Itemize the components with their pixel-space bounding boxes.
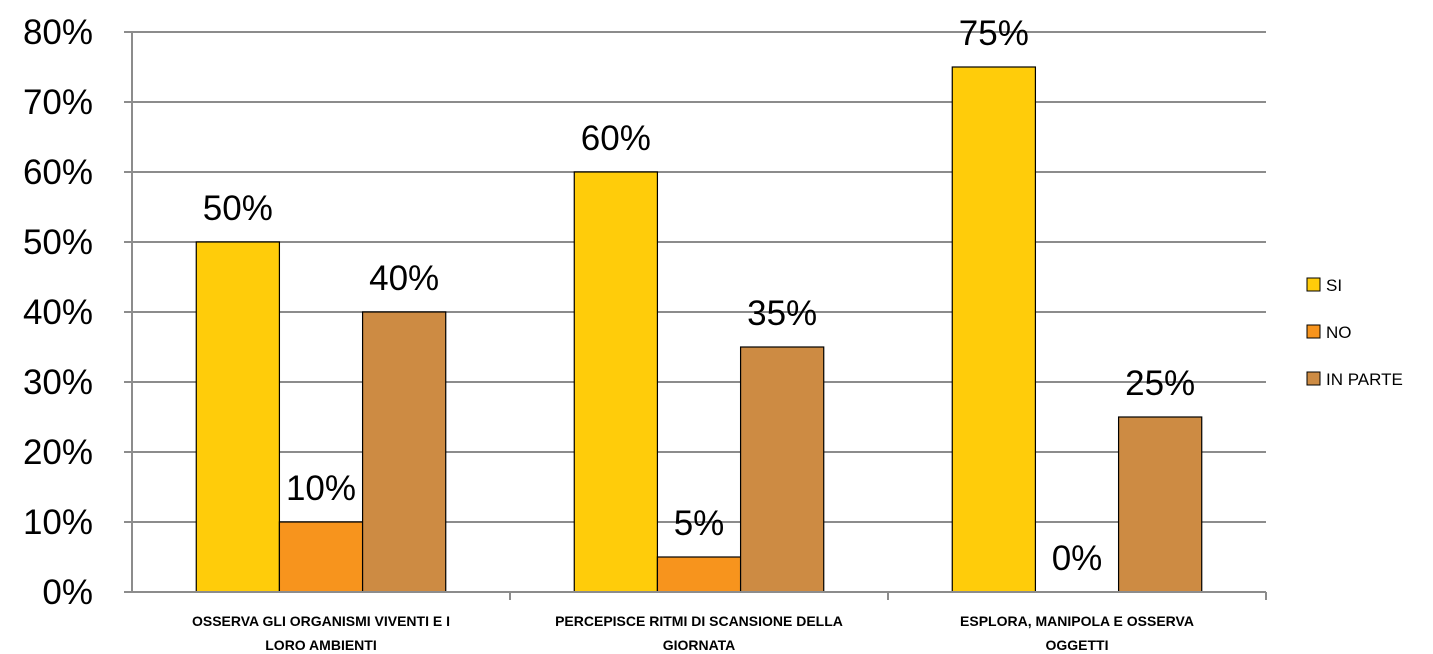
- data-label: 10%: [286, 469, 356, 508]
- data-label: 35%: [747, 294, 817, 333]
- y-tick-label: 30%: [23, 363, 93, 402]
- legend-label: SI: [1326, 276, 1342, 295]
- bar: [1117, 416, 1203, 593]
- legend-swatch: [1306, 371, 1321, 386]
- data-label: 75%: [959, 14, 1029, 53]
- bars: [195, 66, 1203, 593]
- y-tick-label: 60%: [23, 153, 93, 192]
- category-label-line: PERCEPISCE RITMI DI SCANSIONE DELLA: [555, 613, 843, 629]
- category-label: ESPLORA, MANIPOLA E OSSERVA OGGETTI: [960, 613, 1194, 653]
- category-label-line: ESPLORA, MANIPOLA E OSSERVA: [960, 613, 1194, 629]
- bar: [195, 241, 281, 593]
- bar: [656, 556, 742, 593]
- bar: [361, 311, 447, 593]
- category-label: PERCEPISCE RITMI DI SCANSIONE DELLA GIORN…: [555, 613, 843, 653]
- x-axis-category-labels: OSSERVA GLI ORGANISMI VIVENTI E I LORO AM…: [192, 613, 1194, 653]
- y-tick-label: 80%: [23, 13, 93, 52]
- data-label: 0%: [1052, 539, 1103, 578]
- y-axis-tick-labels: 0% 10% 20% 30% 40% 50% 60% 70% 80%: [23, 13, 93, 612]
- category-label-line: OGGETTI: [1046, 637, 1109, 653]
- bar: [278, 521, 364, 593]
- legend-label: NO: [1326, 323, 1352, 342]
- data-label: 50%: [203, 189, 273, 228]
- legend: SI NO IN PARTE: [1306, 276, 1403, 389]
- category-label-line: OSSERVA GLI ORGANISMI VIVENTI E I: [192, 613, 450, 629]
- data-label: 40%: [369, 259, 439, 298]
- data-labels: 50% 10% 40% 60% 5% 35% 75% 0% 25%: [203, 14, 1195, 578]
- legend-swatch: [1306, 324, 1321, 339]
- category-label-line: GIORNATA: [663, 637, 736, 653]
- axes: [131, 32, 1267, 600]
- category-label-line: LORO AMBIENTI: [265, 637, 376, 653]
- y-tick-label: 70%: [23, 83, 93, 122]
- y-tick-label: 40%: [23, 293, 93, 332]
- bar: [573, 171, 659, 593]
- legend-swatch: [1306, 277, 1321, 292]
- y-tick-label: 20%: [23, 433, 93, 472]
- bar: [951, 66, 1037, 593]
- data-label: 25%: [1125, 364, 1195, 403]
- data-label: 60%: [581, 119, 651, 158]
- y-tick-label: 50%: [23, 223, 93, 262]
- data-label: 5%: [674, 504, 725, 543]
- legend-label: IN PARTE: [1326, 370, 1403, 389]
- bar: [739, 346, 825, 593]
- category-label: OSSERVA GLI ORGANISMI VIVENTI E I LORO AM…: [192, 613, 450, 653]
- y-tick-label: 10%: [23, 503, 93, 542]
- y-tick-label: 0%: [42, 573, 93, 612]
